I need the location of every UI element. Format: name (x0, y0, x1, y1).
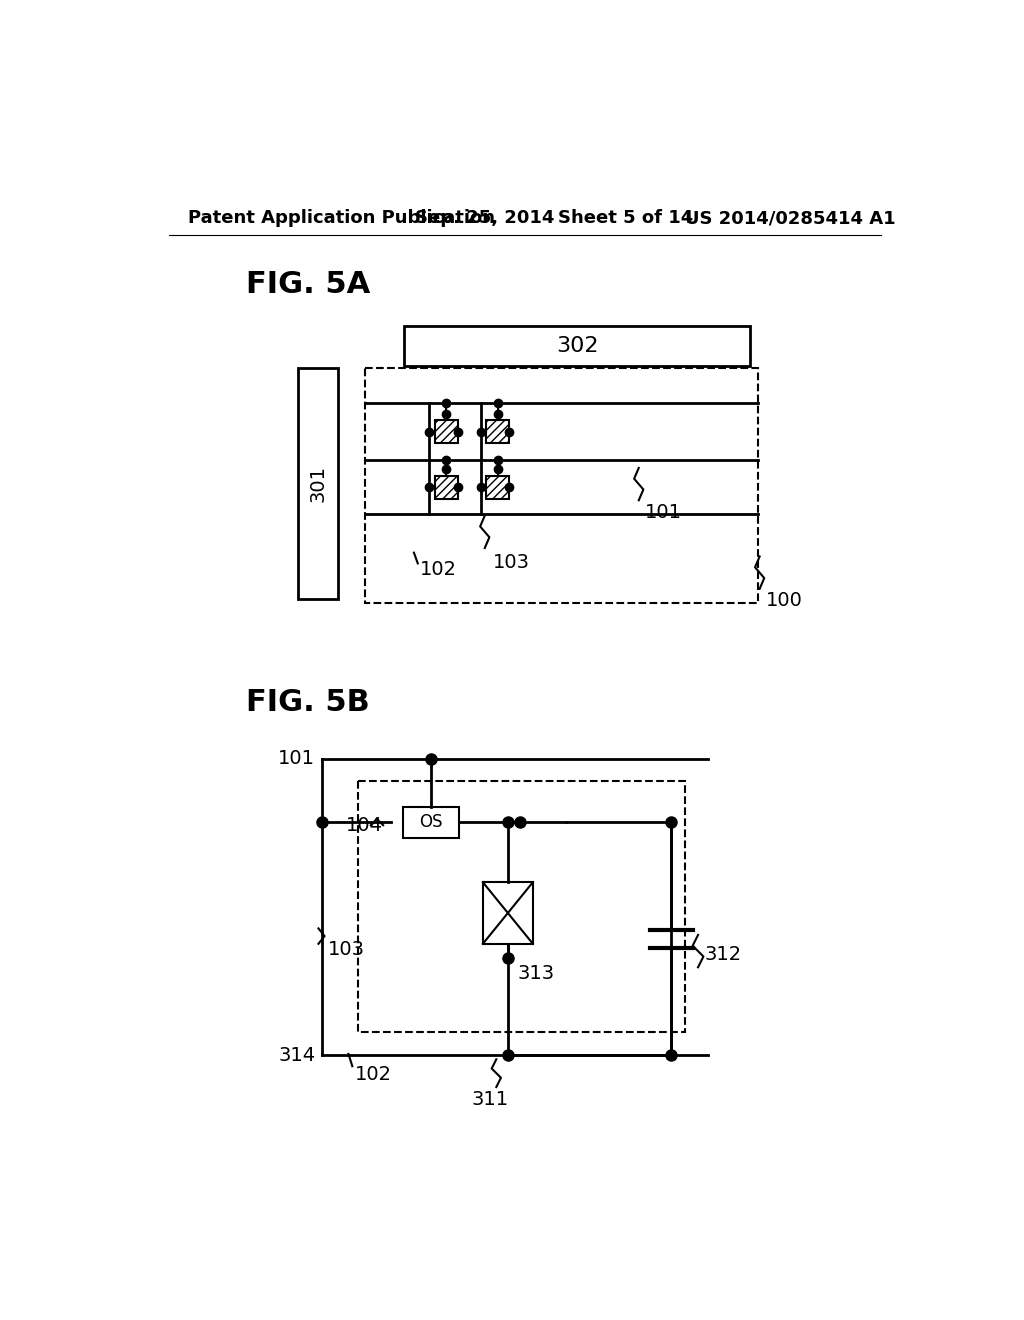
Text: 314: 314 (279, 1045, 315, 1065)
Text: 104: 104 (346, 816, 383, 836)
Text: US 2014/0285414 A1: US 2014/0285414 A1 (685, 210, 896, 227)
Text: 102: 102 (354, 1065, 391, 1084)
Text: 302: 302 (556, 337, 598, 356)
Text: Patent Application Publication: Patent Application Publication (188, 210, 496, 227)
Text: 103: 103 (328, 940, 365, 958)
Text: Sheet 5 of 14: Sheet 5 of 14 (558, 210, 693, 227)
Text: Sep. 25, 2014: Sep. 25, 2014 (416, 210, 555, 227)
Bar (435, 475, 458, 499)
Text: OS: OS (419, 813, 442, 832)
Bar (483, 882, 532, 944)
Text: 301: 301 (309, 465, 328, 502)
Bar (366, 368, 758, 603)
Bar (486, 475, 509, 499)
Text: 103: 103 (493, 553, 529, 572)
Text: 102: 102 (420, 560, 457, 579)
Bar (357, 780, 685, 1032)
Bar (435, 420, 458, 444)
Bar (486, 420, 509, 444)
Text: 312: 312 (705, 945, 741, 964)
Text: 100: 100 (766, 591, 803, 610)
Text: FIG. 5A: FIG. 5A (246, 271, 371, 300)
Text: 101: 101 (279, 750, 315, 768)
Bar (403, 326, 751, 367)
Bar (403, 807, 459, 838)
Bar (298, 368, 339, 599)
Text: 313: 313 (517, 964, 554, 983)
Text: 101: 101 (645, 503, 682, 521)
Text: FIG. 5B: FIG. 5B (246, 688, 370, 717)
Text: 311: 311 (472, 1090, 509, 1109)
